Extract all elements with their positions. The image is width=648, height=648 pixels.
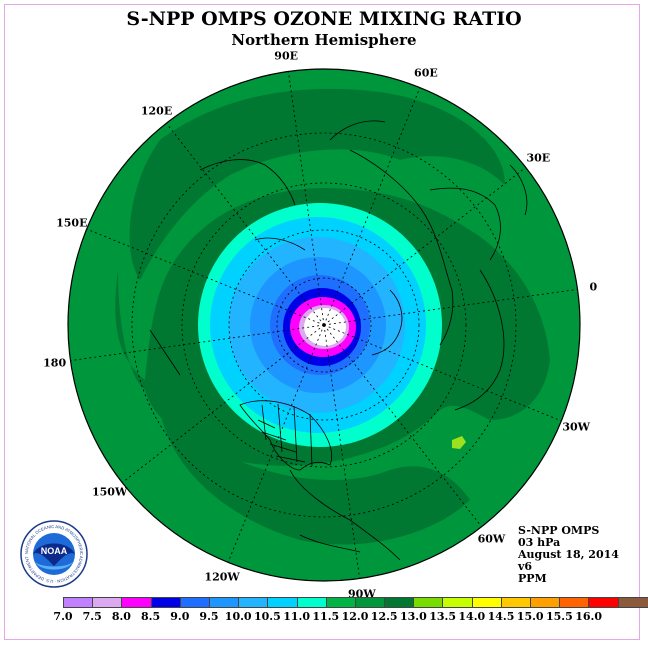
longitude-label: 150E: [56, 216, 88, 230]
legend-swatch: [385, 598, 415, 607]
field-pole-white: [304, 308, 346, 346]
info-level: 03 hPa: [518, 536, 561, 549]
legend-tick-label: 8.5: [141, 610, 161, 623]
legend-swatch: [472, 598, 502, 607]
longitude-label: 120E: [140, 104, 173, 118]
legend-swatch: [355, 598, 386, 607]
field-dark-green-lower: [160, 410, 470, 545]
longitude-label: 60E: [414, 66, 438, 80]
info-units: PPM: [518, 572, 547, 585]
longitude-label: 90E: [274, 49, 298, 63]
map-subtitle: Northern Hemisphere: [231, 31, 417, 49]
legend-swatch: [531, 598, 561, 607]
legend-tick-label: 13.5: [429, 610, 456, 623]
info-instrument: S-NPP OMPS: [518, 524, 600, 537]
legend-swatch: [326, 598, 356, 607]
field-high-patch: [452, 436, 466, 449]
legend-swatch: [414, 598, 444, 607]
legend-tick-label: 9.5: [199, 610, 219, 623]
legend-tick-label: 15.5: [545, 610, 573, 623]
legend-tick-label: 11.0: [283, 610, 310, 623]
legend-swatch: [209, 598, 240, 607]
graticule: [70, 71, 578, 579]
legend-tick-label: 16.0: [575, 610, 602, 623]
ozone-field: [68, 69, 580, 581]
legend-tick-label: 12.0: [341, 610, 369, 623]
legend-swatch: [151, 598, 181, 607]
legend-swatch: [122, 598, 152, 607]
noaa-logo: NATIONAL OCEANIC AND ATMOSPHERIC ADMINIS…: [20, 520, 88, 588]
legend-swatch: [64, 598, 94, 607]
legend-tick-label: 13.0: [399, 610, 427, 623]
info-block: S-NPP OMPS 03 hPa August 18, 2014 v6 PPM: [518, 525, 619, 585]
legend-swatch: [618, 598, 648, 607]
logo-text: NOAA: [41, 546, 68, 556]
legend-tick-label: 12.5: [370, 610, 398, 623]
longitude-label: 60W: [477, 532, 506, 546]
legend-tick-label: 11.5: [312, 610, 340, 623]
legend-tick-label: 10.0: [224, 610, 252, 623]
color-legend: [63, 597, 648, 608]
longitude-label: 180: [43, 356, 67, 370]
legend-swatch: [589, 598, 619, 607]
legend-tick-label: 10.5: [253, 610, 281, 623]
longitude-label: 150W: [91, 485, 128, 499]
legend-tick-label: 9.0: [170, 610, 190, 623]
longitude-label: 0: [589, 280, 598, 294]
legend-tick-label: 8.0: [111, 610, 131, 623]
map-border: [67, 68, 581, 582]
legend-tick-label: 14.0: [458, 610, 486, 623]
longitude-label: 30E: [526, 151, 551, 165]
coastlines: [149, 120, 528, 561]
legend-swatch: [93, 598, 123, 607]
field-dark-green-band: [129, 88, 505, 280]
legend-swatch: [560, 598, 590, 607]
legend-swatch: [268, 598, 298, 607]
figure-frame: [4, 4, 640, 640]
legend-tick-label: 15.0: [516, 610, 544, 623]
legend-tick-label: 7.0: [53, 610, 73, 623]
longitude-label: 120W: [204, 570, 240, 584]
legend-swatch: [501, 598, 531, 607]
legend-tick-label: 7.5: [82, 610, 102, 623]
info-date: August 18, 2014: [518, 548, 619, 561]
map-title: S-NPP OMPS OZONE MIXING RATIO: [126, 8, 522, 30]
info-version: v6: [518, 560, 533, 573]
legend-swatch: [297, 598, 327, 607]
legend-swatch: [239, 598, 269, 607]
legend-swatch: [443, 598, 473, 607]
legend-tick-label: 14.5: [487, 610, 515, 623]
legend-swatch: [180, 598, 210, 607]
longitude-label: 30W: [562, 420, 591, 434]
